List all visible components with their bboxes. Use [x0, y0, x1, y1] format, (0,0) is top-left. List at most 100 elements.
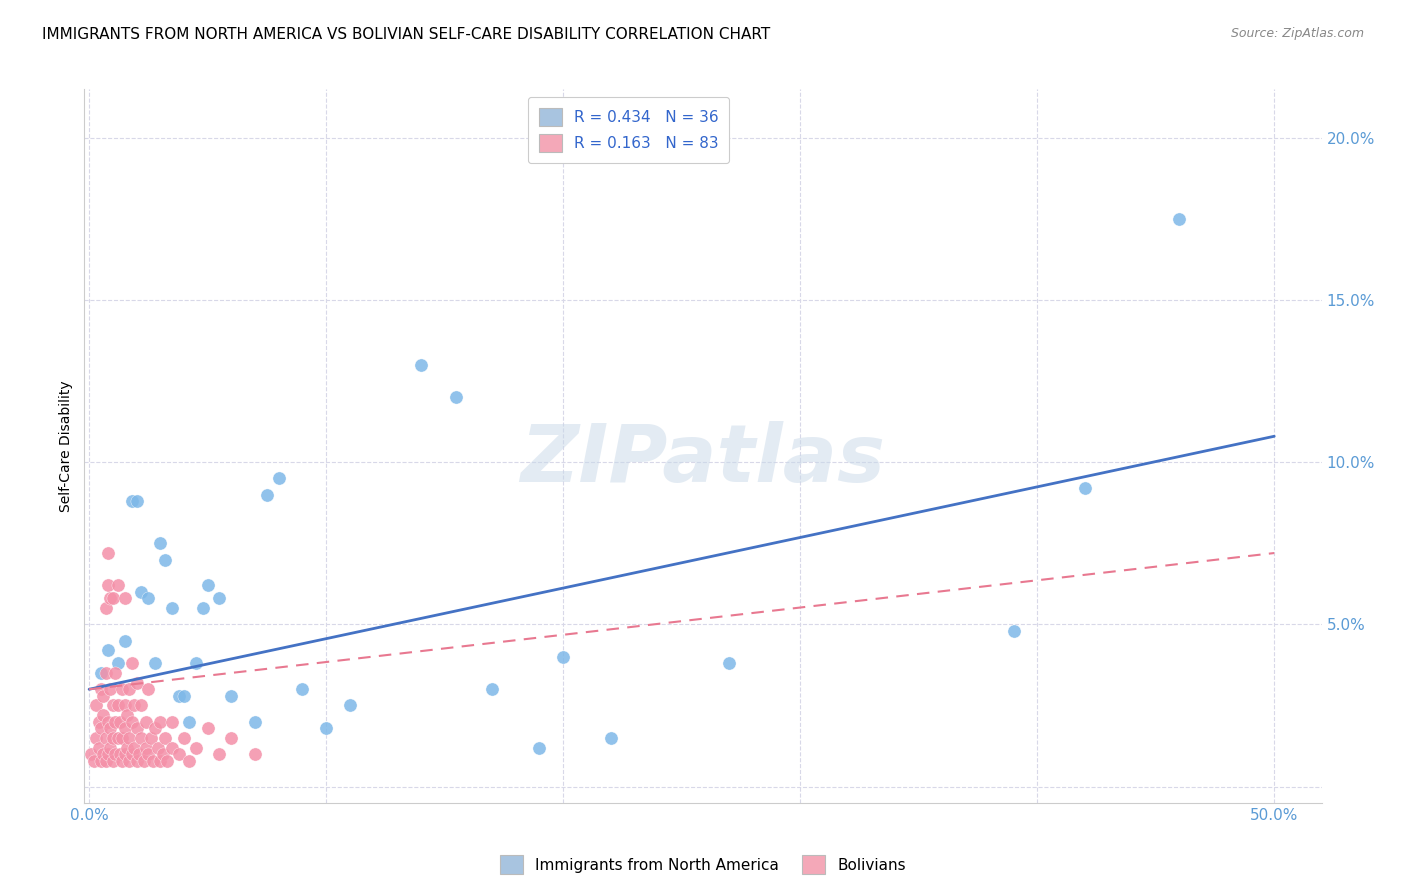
Point [132, 754, 155, 768]
Point [111, 682, 134, 697]
Point [160, 740, 183, 755]
Point [221, 689, 243, 703]
Point [111, 754, 134, 768]
Point [114, 721, 136, 735]
Point [243, 747, 266, 761]
Point [101, 698, 124, 713]
Point [100, 591, 122, 606]
Text: Source: ZipAtlas.com: Source: ZipAtlas.com [1230, 27, 1364, 40]
Point [208, 591, 231, 606]
Point [197, 721, 219, 735]
Point [177, 754, 200, 768]
Point [173, 689, 195, 703]
Point [191, 601, 214, 615]
Point [104, 714, 127, 729]
Point [84, 731, 107, 745]
Point [553, 649, 575, 664]
Point [125, 675, 148, 690]
Point [173, 731, 195, 745]
Point [115, 708, 138, 723]
Point [101, 754, 124, 768]
Point [107, 731, 129, 745]
Point [125, 721, 148, 735]
Point [145, 721, 167, 735]
Legend: R = 0.434   N = 36, R = 0.163   N = 83: R = 0.434 N = 36, R = 0.163 N = 83 [529, 97, 730, 163]
Point [138, 747, 160, 761]
Point [108, 714, 131, 729]
Point [97, 714, 120, 729]
Point [115, 740, 138, 755]
Point [149, 754, 172, 768]
Point [114, 698, 136, 713]
Point [91, 708, 114, 723]
Point [481, 682, 503, 697]
Point [256, 488, 278, 502]
Point [94, 754, 117, 768]
Point [529, 740, 551, 755]
Point [339, 698, 361, 713]
Y-axis label: Self-Care Disability: Self-Care Disability [59, 380, 73, 512]
Point [129, 585, 152, 599]
Point [135, 714, 157, 729]
Point [243, 714, 266, 729]
Point [138, 591, 160, 606]
Point [142, 754, 165, 768]
Point [107, 698, 129, 713]
Point [90, 721, 112, 735]
Point [409, 358, 432, 372]
Point [94, 666, 117, 681]
Point [94, 601, 117, 615]
Point [135, 740, 157, 755]
Point [184, 740, 207, 755]
Point [104, 666, 127, 681]
Point [153, 552, 176, 566]
Point [153, 731, 176, 745]
Point [101, 591, 124, 606]
Point [97, 546, 120, 560]
Point [108, 747, 131, 761]
Point [121, 714, 143, 729]
Point [100, 682, 122, 697]
Point [129, 731, 152, 745]
Point [160, 601, 183, 615]
Point [267, 471, 290, 485]
Point [599, 731, 621, 745]
Point [118, 682, 141, 697]
Text: ZIPatlas: ZIPatlas [520, 421, 886, 500]
Point [107, 578, 129, 592]
Point [156, 754, 179, 768]
Point [101, 731, 124, 745]
Point [167, 747, 190, 761]
Point [100, 740, 122, 755]
Point [121, 747, 143, 761]
Point [122, 740, 145, 755]
Point [97, 747, 120, 761]
Point [90, 754, 112, 768]
Point [1168, 211, 1191, 226]
Point [114, 591, 136, 606]
Point [111, 731, 134, 745]
Point [121, 657, 143, 671]
Point [221, 731, 243, 745]
Point [129, 698, 152, 713]
Point [125, 494, 148, 508]
Point [90, 666, 112, 681]
Point [446, 390, 468, 404]
Point [87, 714, 110, 729]
Point [160, 714, 183, 729]
Point [91, 689, 114, 703]
Point [315, 721, 337, 735]
Point [1073, 481, 1095, 495]
Point [1002, 624, 1025, 638]
Point [84, 698, 107, 713]
Point [97, 643, 120, 657]
Point [114, 633, 136, 648]
Text: IMMIGRANTS FROM NORTH AMERICA VS BOLIVIAN SELF-CARE DISABILITY CORRELATION CHART: IMMIGRANTS FROM NORTH AMERICA VS BOLIVIA… [42, 27, 770, 42]
Point [118, 754, 141, 768]
Point [128, 747, 150, 761]
Point [104, 747, 127, 761]
Point [91, 747, 114, 761]
Point [100, 721, 122, 735]
Point [197, 578, 219, 592]
Point [83, 754, 105, 768]
